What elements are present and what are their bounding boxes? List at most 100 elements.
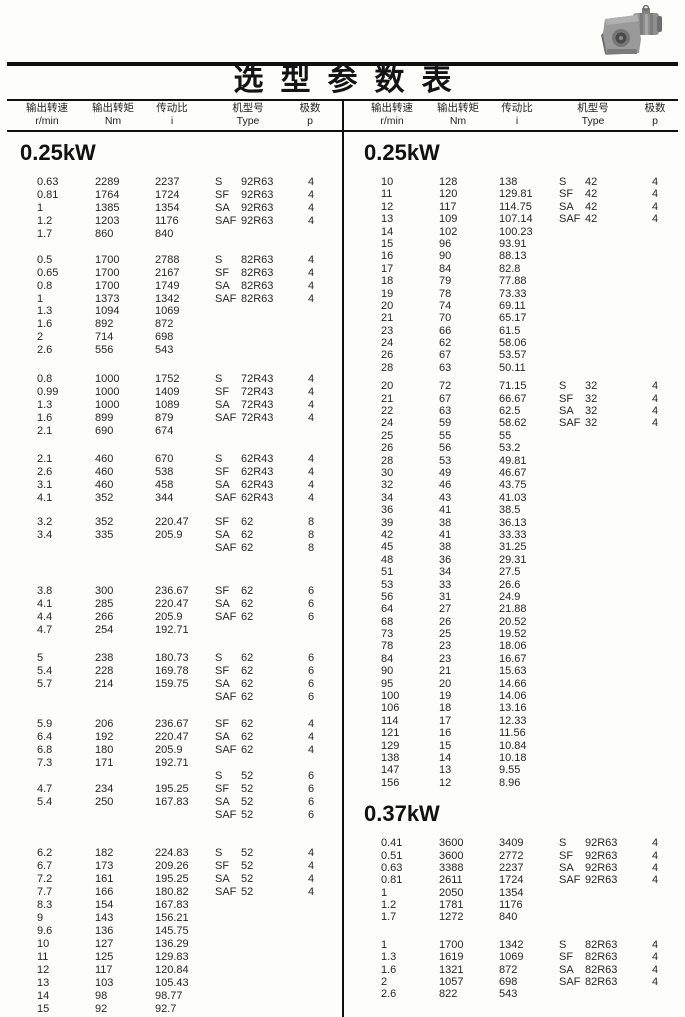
speed-cell: 5 <box>37 652 44 665</box>
torque-cell: 90 <box>439 250 452 263</box>
speed-cell: 1.2 <box>381 899 397 912</box>
torque-cell: 12 <box>439 776 452 789</box>
table-row: 3.4 335 205.9 SA 62 8 <box>0 529 342 542</box>
table-row: 15 92 92.7 <box>0 1003 342 1016</box>
model-prefix-cell: SF <box>215 585 230 598</box>
ratio-cell: 92.7 <box>155 1002 177 1015</box>
model-prefix-cell: SA <box>215 795 230 808</box>
model-size-cell: 62 <box>241 652 254 665</box>
speed-cell: 4.1 <box>37 491 53 504</box>
ratio-group: 6.2 182 224.83 S 52 4 6.7 173 209.26 SF 52 4 7.2 161 1… <box>0 847 342 1015</box>
model-prefix-cell: SF <box>215 386 230 399</box>
table-row: 4.1 352 344 SAF 62R43 4 <box>0 492 342 505</box>
poles-cell: 4 <box>308 412 315 424</box>
table-row: 0.81 1764 1724 SF 92R63 4 <box>0 189 342 202</box>
speed-cell: 6.7 <box>37 860 53 873</box>
torque-cell: 1203 <box>95 214 120 227</box>
torque-cell: 1057 <box>439 976 464 989</box>
speed-cell: 1.2 <box>37 214 53 227</box>
torque-cell: 70 <box>439 312 452 325</box>
model-prefix-cell: SA <box>215 279 230 292</box>
torque-cell: 154 <box>95 899 114 912</box>
speed-cell: 121 <box>381 727 400 740</box>
ratio-cell: 1724 <box>499 874 524 887</box>
speed-cell: 34 <box>381 491 394 504</box>
table-row: 8.3 154 167.83 <box>0 899 342 912</box>
left-table-column: 0.25kW 0.63 2289 2237 S 92R63 4 0.81 1764 1724 SF 9… <box>0 132 342 1017</box>
ratio-cell: 1342 <box>155 292 180 305</box>
table-row: 2.6 556 543 <box>0 344 342 357</box>
torque-cell: 84 <box>439 262 452 275</box>
table-row: 7.2 161 195.25 SA 52 4 <box>0 873 342 886</box>
speed-cell: 24 <box>381 417 394 430</box>
torque-cell: 1272 <box>439 911 464 924</box>
speed-cell: 1 <box>37 292 44 305</box>
torque-cell: 228 <box>95 665 114 678</box>
table-row: 0.63 3388 2237 SA 92R63 4 <box>344 862 685 874</box>
speed-cell: 11 <box>37 950 49 963</box>
speed-cell: 9 <box>37 912 44 925</box>
table-row: 0.65 1700 2167 SF 82R63 4 <box>0 267 342 280</box>
torque-cell: 182 <box>95 847 114 860</box>
table-row: 5.9 206 236.67 SF 62 4 <box>0 718 342 731</box>
table-row: 4.7 254 192.71 <box>0 624 342 637</box>
speed-cell: 4.7 <box>37 624 53 637</box>
ratio-cell: 1752 <box>155 373 180 386</box>
speed-cell: 1.6 <box>37 412 53 424</box>
ratio-cell: 209.26 <box>155 860 189 873</box>
torque-cell: 1764 <box>95 188 120 201</box>
ratio-cell: 840 <box>499 911 518 924</box>
poles-cell: 4 <box>308 373 315 386</box>
torque-cell: 1373 <box>95 292 120 305</box>
table-row: 64 27 21.88 <box>344 603 685 615</box>
speed-cell: 15 <box>381 237 394 250</box>
torque-cell: 13 <box>439 764 452 777</box>
speed-cell: 4.4 <box>37 611 53 624</box>
table-row: 0.51 3600 2772 SF 92R63 4 <box>344 850 685 862</box>
speed-cell: 5.4 <box>37 795 53 808</box>
ratio-group: 3.8 300 236.67 SF 62 6 4.1 285 220.47 SA 62 6 4.4 266… <box>0 585 342 637</box>
table-row: 39 38 36.13 <box>344 517 685 529</box>
ratio-cell: 58.62 <box>499 417 527 430</box>
ratio-cell: 205.9 <box>155 611 183 624</box>
speed-cell: 1.3 <box>37 399 53 412</box>
speed-cell: 138 <box>381 751 400 764</box>
poles-cell: 4 <box>308 279 315 292</box>
table-row: 20 74 69.11 <box>344 300 685 312</box>
torque-cell: 109 <box>439 213 458 226</box>
torque-cell: 254 <box>95 624 114 637</box>
torque-cell: 49 <box>439 466 452 479</box>
poles-cell: 4 <box>308 730 315 743</box>
model-prefix-cell: SA <box>559 405 574 418</box>
table-row: 6.2 182 224.83 S 52 4 <box>0 847 342 860</box>
model-size-cell: 52 <box>241 769 254 782</box>
header-label: 极数 <box>299 102 321 114</box>
table-row: 9.6 136 145.75 <box>0 925 342 938</box>
header-unit: Type <box>236 115 260 127</box>
torque-cell: 1000 <box>95 373 120 386</box>
table-row: 24 62 58.06 <box>344 337 685 349</box>
header-label: 传动比 <box>501 102 533 114</box>
speed-cell: 20 <box>381 299 394 312</box>
ratio-cell: 1089 <box>155 399 180 412</box>
ratio-cell: 31.25 <box>499 541 527 554</box>
model-size-cell: 62 <box>241 541 254 554</box>
ratio-cell: 1069 <box>499 951 524 964</box>
speed-cell: 28 <box>381 454 394 467</box>
poles-cell: 4 <box>308 873 315 886</box>
model-prefix-cell: SA <box>215 528 230 541</box>
torque-cell: 20 <box>439 677 452 690</box>
speed-cell: 100 <box>381 690 400 703</box>
torque-cell: 1781 <box>439 899 464 912</box>
model-size-cell: 62 <box>241 585 254 598</box>
torque-cell: 214 <box>95 678 114 691</box>
poles-cell: 4 <box>308 743 315 756</box>
model-size-cell: 42 <box>585 213 598 226</box>
table-row: 95 20 14.66 <box>344 678 685 690</box>
poles-cell: 4 <box>652 380 659 393</box>
model-size-cell: 92R63 <box>241 176 274 188</box>
table-row: 30 49 46.67 <box>344 467 685 479</box>
model-size-cell: 62R43 <box>241 452 274 465</box>
ratio-cell: 77.88 <box>499 275 527 288</box>
